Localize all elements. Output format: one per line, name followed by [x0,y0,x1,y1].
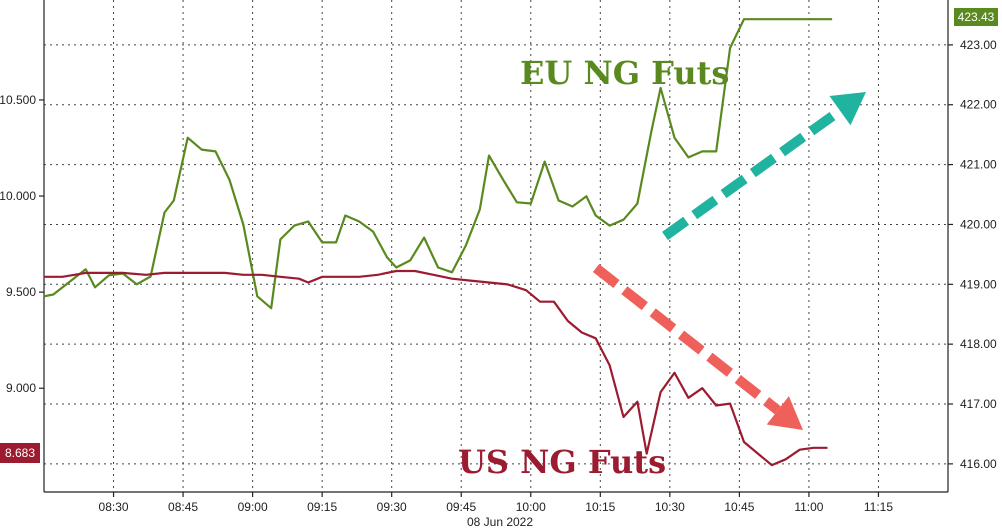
eu-last-value-text: 423.43 [958,10,995,24]
us-last-value-text: 8.683 [5,446,35,460]
axes [39,0,953,497]
down-arrow-shaft [592,264,781,415]
date-label: 08 Jun 2022 [467,515,533,529]
up-arrow-shaft [662,106,843,241]
x-tick-label: 09:00 [238,500,268,514]
x-tick-label: 09:15 [307,500,337,514]
eu-series-label: EU NG Futs [520,54,729,92]
series-line-1 [44,269,828,467]
right-tick-label: 416.00 [960,457,997,471]
right-tick-label: 418.00 [960,337,997,351]
x-tick-label: 11:00 [794,500,823,514]
right-tick-label: 422.00 [960,98,997,112]
x-tick-label: 10:00 [516,500,546,514]
right-tick-label: 420.00 [960,217,997,231]
up-arrow-head [829,92,866,126]
x-tick-label: 10:45 [724,500,754,514]
up-arrow [662,92,866,241]
left-tick-label: 9.500 [6,285,36,299]
right-tick-label: 419.00 [960,277,997,291]
right-tick-label: 423.00 [960,38,997,52]
gridlines [44,0,948,492]
x-tick-label: 09:30 [377,500,407,514]
eu-last-value-badge: 423.43 [954,8,998,26]
left-tick-label: 10.500 [0,93,36,107]
us-last-value-badge: 8.683 [0,443,40,463]
x-tick-label: 10:15 [585,500,615,514]
series-lines [43,18,833,467]
x-tick-label: 09:45 [446,500,476,514]
x-tick-label: 08:45 [168,500,198,514]
right-tick-label: 417.00 [960,397,997,411]
series-line-0 [43,18,833,310]
down-arrow-head [766,396,803,430]
trend-arrows [592,92,866,430]
right-tick-label: 421.00 [960,158,997,172]
us-series-label: US NG Futs [458,443,666,481]
left-tick-label: 10.000 [0,189,36,203]
left-tick-label: 9.000 [6,381,36,395]
x-tick-label: 08:30 [99,500,129,514]
labels: 08:30 08:45 09:00 09:15 09:30 09:45 10:00 10:15… [0,8,998,529]
down-arrow [592,264,803,430]
x-tick-label: 11:15 [864,500,893,514]
x-tick-label: 10:30 [655,500,685,514]
